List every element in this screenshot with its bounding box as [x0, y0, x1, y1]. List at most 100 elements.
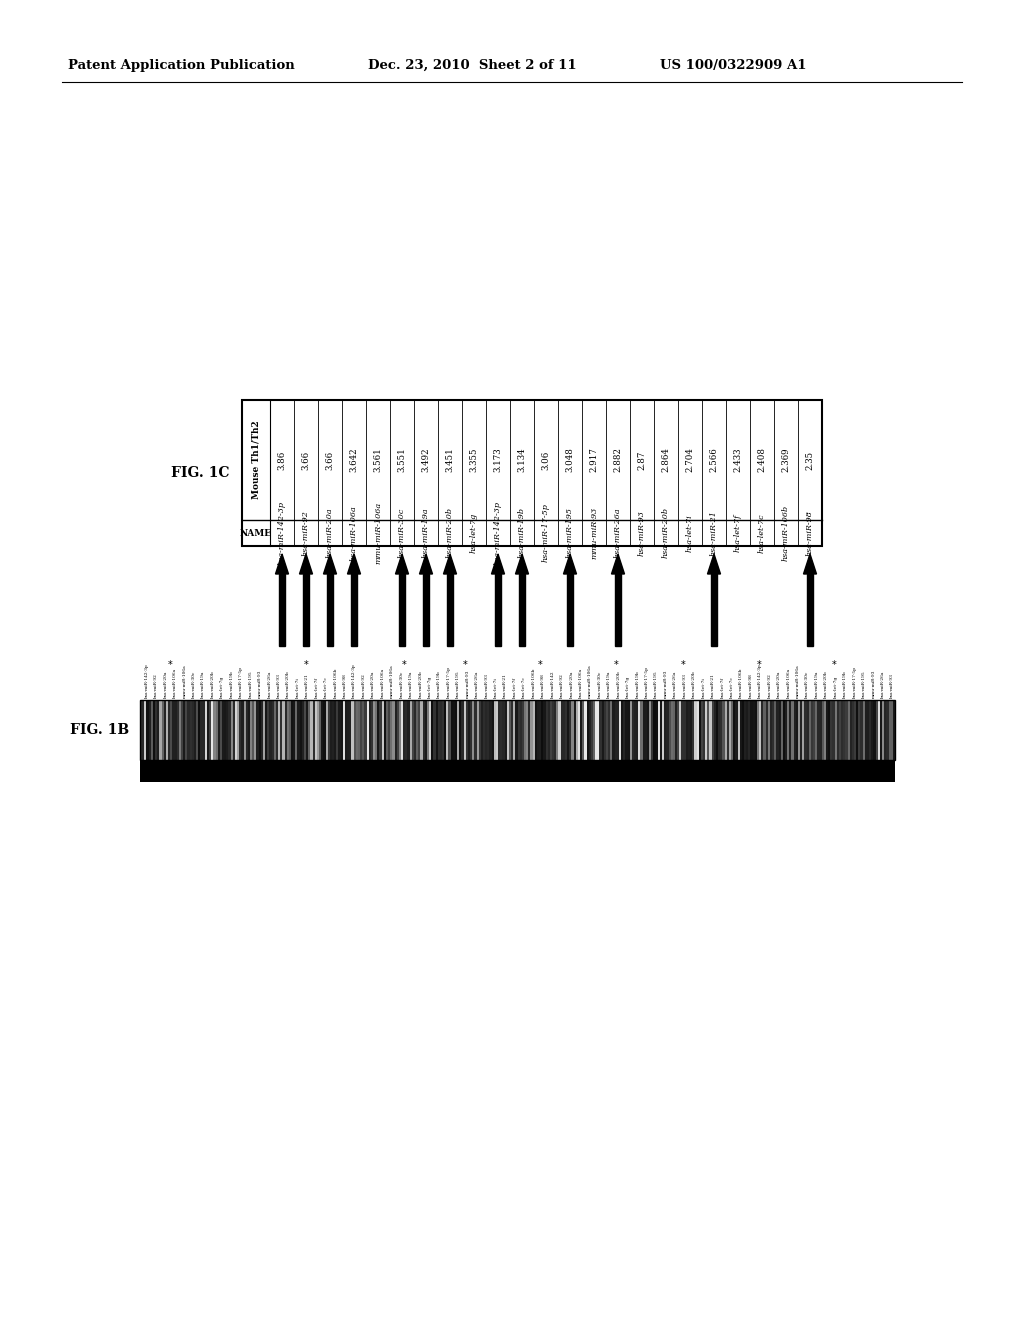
Bar — [725, 700, 727, 760]
Bar — [729, 700, 731, 760]
Bar — [306, 700, 308, 760]
Bar — [347, 700, 349, 760]
Bar — [489, 700, 492, 760]
Polygon shape — [563, 554, 577, 574]
Text: hsa-miR-26a: hsa-miR-26a — [267, 671, 271, 698]
Text: hsa-miR-30c: hsa-miR-30c — [805, 671, 809, 698]
Bar — [563, 700, 565, 760]
Bar — [466, 700, 468, 760]
Polygon shape — [275, 554, 289, 574]
Polygon shape — [324, 554, 337, 574]
Bar — [371, 700, 373, 760]
Text: Mouse Th1/Th2: Mouse Th1/Th2 — [252, 421, 260, 499]
Bar — [535, 700, 537, 760]
Text: mmu-miR-93: mmu-miR-93 — [871, 669, 876, 698]
Bar — [252, 700, 254, 760]
Bar — [558, 700, 561, 760]
Bar — [375, 700, 377, 760]
Bar — [287, 700, 289, 760]
Bar — [889, 700, 891, 760]
Bar — [384, 700, 386, 760]
Bar — [259, 700, 261, 760]
Bar — [567, 700, 569, 760]
Bar — [172, 700, 174, 760]
Bar — [446, 700, 449, 760]
Bar — [796, 700, 798, 760]
Bar — [382, 700, 384, 760]
Bar — [649, 700, 651, 760]
Bar — [357, 700, 360, 760]
Bar — [472, 700, 474, 760]
Bar — [778, 700, 780, 760]
Bar — [802, 700, 805, 760]
Text: hsa-miR-98: hsa-miR-98 — [749, 673, 753, 698]
Polygon shape — [611, 554, 625, 574]
Bar — [148, 700, 151, 760]
Bar — [526, 700, 528, 760]
Bar — [470, 700, 472, 760]
Bar — [787, 700, 790, 760]
Polygon shape — [299, 554, 312, 574]
Bar — [785, 700, 787, 760]
Bar — [749, 700, 751, 760]
Bar — [187, 700, 189, 760]
Bar — [427, 700, 429, 760]
Text: hsa-miR-26a: hsa-miR-26a — [614, 508, 622, 558]
Bar — [782, 700, 785, 760]
Text: hsa-miR-106b: hsa-miR-106b — [531, 668, 536, 698]
Text: hsa-miR-92: hsa-miR-92 — [768, 673, 772, 698]
Bar — [487, 700, 489, 760]
Bar — [254, 700, 256, 760]
Polygon shape — [347, 554, 360, 574]
Text: 3.355: 3.355 — [469, 447, 478, 473]
Bar — [425, 700, 427, 760]
Text: hsa-miR-19b: hsa-miR-19b — [437, 671, 441, 698]
Text: *: * — [304, 660, 308, 671]
Bar — [455, 700, 457, 760]
Text: 2.408: 2.408 — [758, 447, 767, 473]
Bar — [250, 700, 252, 760]
Bar — [744, 700, 746, 760]
Bar — [621, 700, 624, 760]
Bar — [653, 700, 655, 760]
Bar — [211, 700, 213, 760]
Bar — [720, 700, 722, 760]
Bar — [618, 700, 621, 760]
Bar — [774, 700, 776, 760]
Text: hsa-miR-106a: hsa-miR-106a — [786, 668, 791, 698]
Bar — [860, 700, 862, 760]
Bar — [819, 700, 821, 760]
Text: hsa-miR-20b: hsa-miR-20b — [419, 671, 423, 698]
Polygon shape — [492, 554, 505, 574]
Bar — [388, 700, 390, 760]
Polygon shape — [708, 554, 721, 574]
Text: hsa-miR-20a: hsa-miR-20a — [777, 671, 781, 698]
Bar — [632, 700, 634, 760]
Bar — [583, 700, 585, 760]
Text: 3.66: 3.66 — [326, 450, 335, 470]
Bar — [528, 700, 530, 760]
Bar — [390, 700, 392, 760]
Bar — [468, 700, 470, 760]
Bar — [462, 700, 464, 760]
Bar — [334, 700, 336, 760]
Bar — [144, 700, 146, 760]
Bar — [170, 700, 172, 760]
Bar — [630, 700, 632, 760]
Text: mmu-miR-106a: mmu-miR-106a — [588, 664, 592, 698]
Text: *: * — [168, 660, 173, 671]
Bar — [242, 400, 822, 546]
Bar — [332, 700, 334, 760]
Bar — [645, 700, 647, 760]
Bar — [151, 700, 153, 760]
Bar — [209, 700, 211, 760]
Bar — [595, 700, 597, 760]
Bar — [753, 700, 755, 760]
Bar — [408, 700, 410, 760]
Polygon shape — [519, 574, 525, 645]
Bar — [343, 700, 345, 760]
Text: *: * — [681, 660, 686, 671]
Bar — [593, 700, 595, 760]
Bar — [394, 700, 396, 760]
Bar — [880, 700, 882, 760]
